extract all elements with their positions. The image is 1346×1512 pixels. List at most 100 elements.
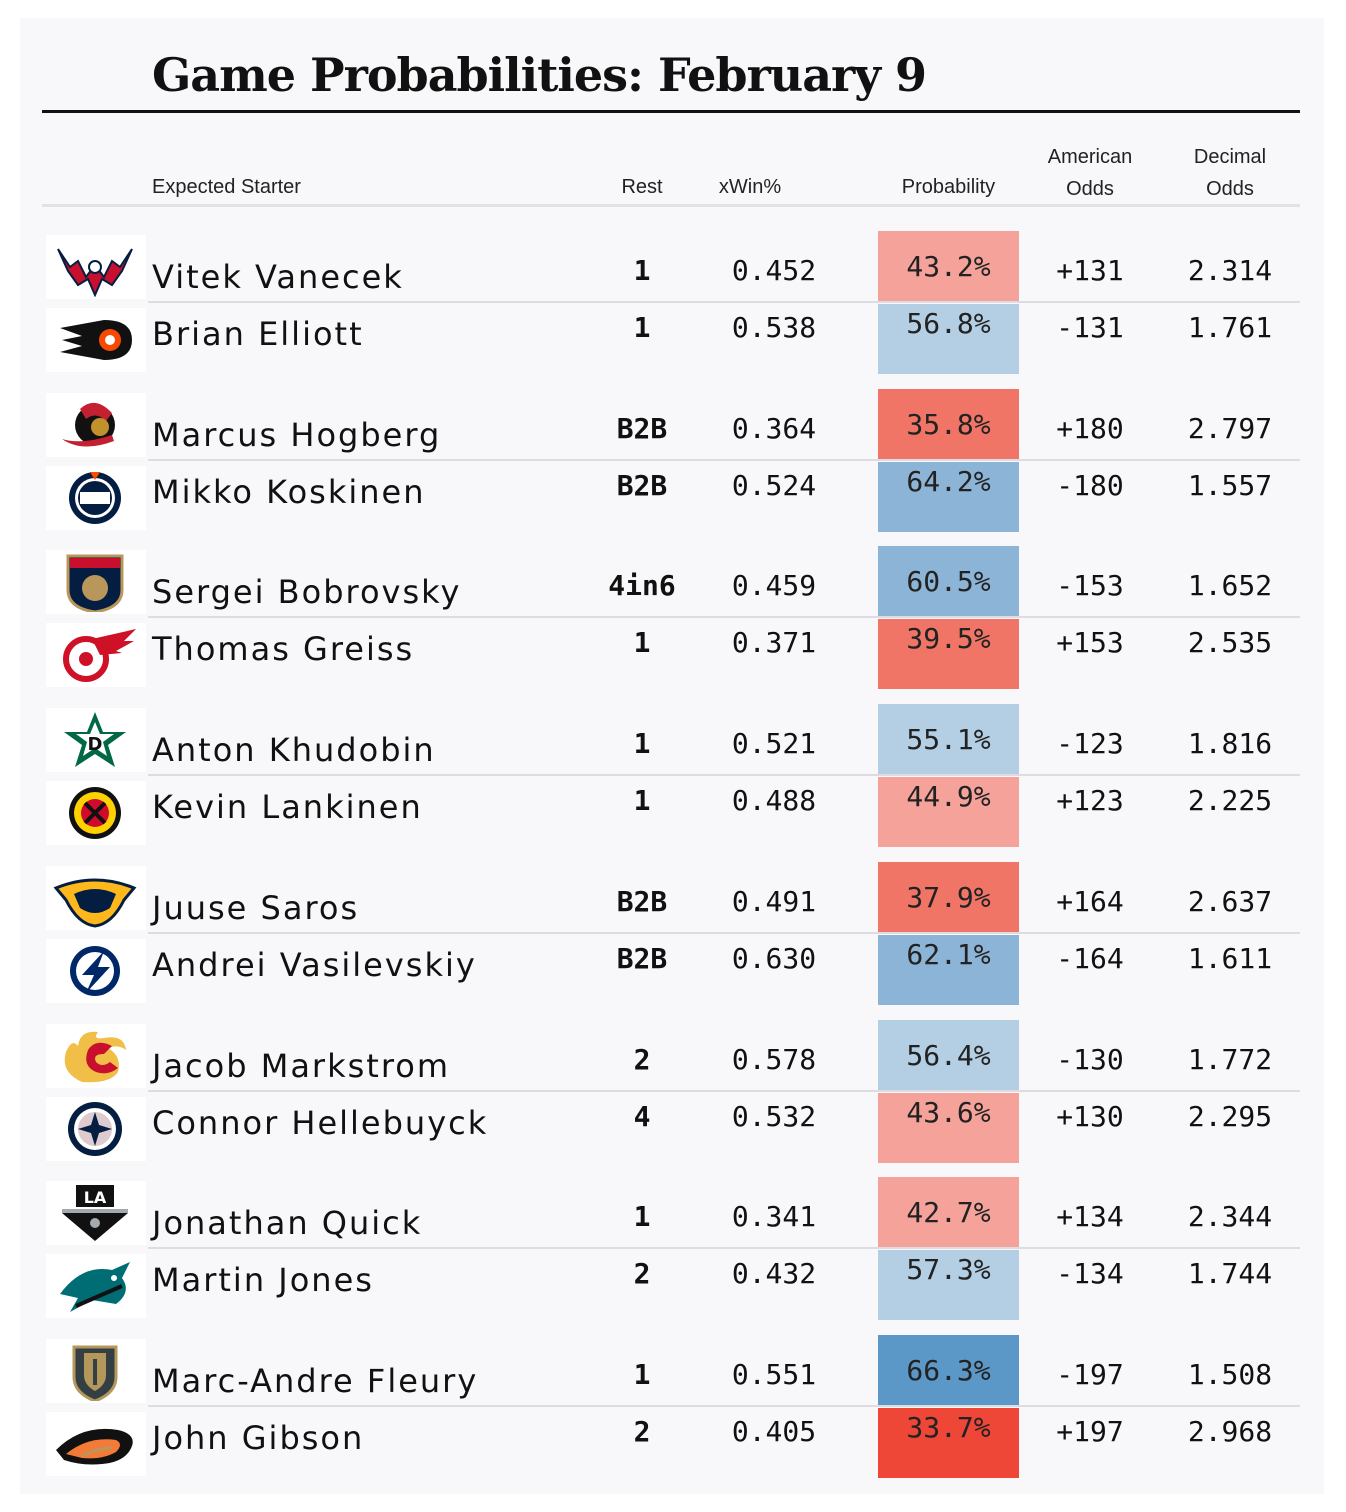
san-jose-sharks-logo — [60, 1262, 130, 1313]
probability-label: 57.3% — [906, 1253, 991, 1287]
starter-name: Connor Hellebuyck — [152, 1103, 489, 1142]
probability-label: 43.2% — [906, 250, 991, 283]
game-divider — [148, 1089, 1300, 1092]
winnipeg-jets-logo — [68, 1101, 122, 1156]
decimal-odds-cell: 1.744 — [1187, 1257, 1273, 1291]
american-odds-cell: -197 — [1056, 1357, 1124, 1391]
decimal-odds-cell: 1.508 — [1187, 1357, 1273, 1391]
xwin-cell: 0.432 — [731, 1257, 817, 1291]
chicago-blackhawks-logo — [69, 787, 121, 840]
xwin-cell: 0.551 — [731, 1357, 817, 1391]
tampa-bay-lightning-logo — [70, 945, 120, 996]
starter-name: Vitek Vanecek — [152, 258, 404, 296]
xwin-cell: 0.488 — [731, 784, 817, 818]
american-odds-cell: -131 — [1056, 311, 1124, 344]
probability-label: 55.1% — [906, 723, 991, 757]
game-divider — [148, 1247, 1300, 1250]
probability-bar — [878, 461, 1019, 532]
xwin-cell: 0.405 — [731, 1414, 817, 1448]
xwin-cell: 0.524 — [731, 468, 817, 502]
american-odds-cell: +130 — [1056, 1099, 1124, 1133]
dallas-stars-logo: D — [64, 712, 126, 768]
american-odds-cell: -164 — [1056, 941, 1124, 975]
title-rule — [42, 110, 1300, 113]
header-xwin: xWin% — [718, 176, 782, 198]
probability-label: 44.9% — [906, 780, 991, 814]
starter-name: Andrei Vasilevskiy — [152, 945, 477, 984]
rest-cell: 4 — [633, 1099, 651, 1133]
american-odds-cell: -123 — [1056, 727, 1124, 761]
american-odds-cell: +153 — [1056, 626, 1124, 660]
rest-cell: 1 — [633, 626, 651, 660]
rest-cell: B2B — [616, 941, 668, 975]
probability-label: 37.9% — [906, 880, 991, 914]
rest-cell: B2B — [616, 884, 668, 918]
probability-bar — [878, 861, 1019, 932]
game-divider — [148, 931, 1300, 934]
probability-label: 62.1% — [906, 937, 991, 971]
header-expected-starter: Expected Starter — [152, 176, 301, 198]
decimal-odds-cell: 2.637 — [1187, 884, 1273, 918]
xwin-cell: 0.341 — [731, 1200, 817, 1234]
rest-cell: 1 — [633, 727, 651, 761]
detroit-red-wings-logo — [63, 629, 136, 683]
header-rule — [42, 204, 1300, 207]
decimal-odds-cell: 2.797 — [1187, 411, 1273, 445]
probability-bar — [878, 1092, 1019, 1163]
starter-name: Martin Jones — [152, 1261, 374, 1300]
game-divider — [148, 1404, 1300, 1407]
edmonton-oilers-logo — [69, 471, 121, 524]
probability-bar — [878, 546, 1019, 617]
rest-cell: 4in6 — [608, 569, 676, 603]
american-odds-cell: -134 — [1056, 1257, 1124, 1291]
vegas-golden-knights-logo — [72, 1345, 118, 1401]
header-decimal-line2: Odds — [1206, 178, 1254, 200]
probability-bar — [878, 304, 1019, 374]
xwin-cell: 0.364 — [731, 411, 817, 445]
starter-name: Thomas Greiss — [152, 630, 415, 669]
probability-bar — [878, 704, 1019, 775]
probability-label: 64.2% — [906, 464, 991, 498]
header-probability: Probability — [901, 176, 996, 198]
chart-title: Game Probabilities: February 9 — [152, 48, 927, 102]
rest-cell: 1 — [633, 1357, 651, 1391]
decimal-odds-cell: 1.611 — [1187, 941, 1273, 975]
decimal-odds-cell: 2.535 — [1187, 626, 1273, 660]
american-odds-cell: +123 — [1056, 784, 1124, 818]
svg-text:LA: LA — [84, 1188, 107, 1207]
probability-label: 60.5% — [906, 565, 991, 599]
probability-bar — [878, 1407, 1019, 1478]
probability-label: 42.7% — [906, 1196, 991, 1230]
decimal-odds-cell: 1.652 — [1187, 569, 1273, 603]
probability-label: 66.3% — [906, 1353, 991, 1387]
starter-name: John Gibson — [152, 1418, 365, 1457]
american-odds-cell: -130 — [1056, 1042, 1124, 1076]
american-odds-cell: +197 — [1056, 1414, 1124, 1448]
rest-cell: 2 — [633, 1414, 651, 1448]
rest-cell: 1 — [633, 1200, 651, 1234]
probability-label: 56.8% — [906, 307, 991, 340]
header-american-line1: American — [1047, 146, 1133, 168]
xwin-cell: 0.452 — [731, 254, 817, 287]
header-rest: Rest — [621, 176, 663, 198]
xwin-cell: 0.521 — [731, 727, 817, 761]
xwin-cell: 0.538 — [731, 311, 817, 344]
american-odds-cell: +180 — [1056, 411, 1124, 445]
probability-bar — [878, 777, 1019, 848]
decimal-odds-cell: 1.816 — [1187, 727, 1273, 761]
header-american-line2: Odds — [1066, 178, 1114, 200]
probability-bar — [878, 231, 1019, 301]
ottawa-senators-logo — [62, 402, 115, 447]
probability-bar — [878, 1019, 1019, 1090]
rest-cell: 2 — [633, 1257, 651, 1291]
probability-bar — [878, 934, 1019, 1005]
decimal-odds-cell: 1.557 — [1187, 468, 1273, 502]
starter-name: Jonathan Quick — [152, 1204, 423, 1243]
rest-cell: 1 — [633, 254, 651, 287]
american-odds-cell: +134 — [1056, 1200, 1124, 1234]
game-divider — [148, 774, 1300, 777]
decimal-odds-cell: 1.772 — [1187, 1042, 1273, 1076]
probability-label: 33.7% — [906, 1410, 991, 1444]
starter-name: Sergei Bobrovsky — [152, 573, 462, 612]
american-odds-cell: +131 — [1056, 254, 1124, 287]
